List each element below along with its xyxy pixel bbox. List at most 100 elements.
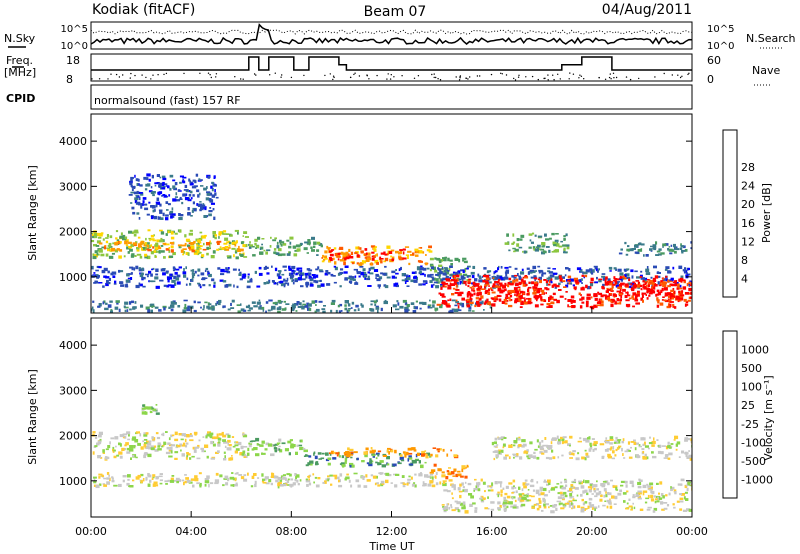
velocity-cell	[459, 502, 464, 506]
velocity-cell	[560, 436, 563, 440]
power-cell	[496, 274, 499, 278]
power-cell	[639, 283, 641, 286]
power-cell	[218, 248, 223, 251]
power-cell	[162, 185, 166, 189]
power-cell	[622, 288, 626, 292]
velocity-cell	[355, 479, 360, 483]
power-cell	[604, 295, 608, 299]
velocity-cell	[429, 473, 434, 476]
velocity-cell	[633, 506, 636, 510]
velocity-cell	[646, 508, 651, 511]
velocity-cell	[499, 449, 504, 453]
power-cell	[600, 300, 604, 304]
power-cell	[605, 295, 610, 297]
velocity-cell	[372, 455, 375, 458]
velocity-cell	[297, 483, 300, 486]
y-tick-label: 2000	[59, 226, 87, 239]
velocity-cell	[210, 457, 215, 460]
power-cell	[640, 270, 643, 273]
velocity-cell	[407, 458, 410, 462]
power-cell	[570, 299, 574, 303]
velocity-cell	[155, 412, 160, 415]
velocity-cell	[582, 437, 588, 442]
velocity-cell	[315, 462, 318, 466]
velocity-cell	[450, 449, 452, 452]
velocity-cell	[361, 460, 365, 463]
power-cell	[440, 286, 443, 290]
velocity-cell	[290, 478, 294, 481]
power-cell	[457, 270, 461, 274]
power-cell	[231, 242, 234, 245]
velocity-cell	[621, 447, 623, 452]
power-cell	[506, 233, 509, 237]
velocity-cell	[176, 480, 179, 484]
power-cell	[158, 245, 160, 248]
y-tick-label: 1000	[59, 271, 87, 284]
velocity-cell	[648, 442, 653, 445]
power-cell	[191, 209, 194, 213]
power-cell	[519, 306, 523, 308]
power-cell	[597, 291, 600, 294]
velocity-cell	[154, 449, 159, 452]
velocity-cell	[394, 484, 398, 488]
velocity-cell	[298, 444, 303, 447]
power-cell	[657, 281, 660, 285]
power-cell	[435, 285, 439, 289]
velocity-cell	[435, 471, 438, 475]
power-cell	[407, 255, 409, 259]
power-cell	[647, 282, 652, 285]
power-cell	[434, 269, 438, 273]
power-cell	[141, 248, 143, 250]
power-cell	[130, 277, 133, 280]
power-cell	[631, 248, 636, 250]
velocity-cell	[543, 480, 548, 483]
x-tick-label: 00:00	[75, 525, 107, 538]
power-cell	[189, 229, 193, 232]
velocity-cell	[579, 437, 582, 440]
velocity-cell	[607, 500, 612, 504]
power-cell	[315, 304, 317, 306]
velocity-cell	[589, 484, 593, 486]
power-cell	[198, 247, 202, 250]
power-cell	[497, 285, 502, 289]
power-cell	[625, 273, 630, 277]
nave-point	[368, 78, 370, 80]
velocity-cell	[667, 457, 671, 460]
power-cell	[455, 289, 460, 291]
power-cell	[360, 303, 363, 306]
power-cell	[420, 247, 422, 249]
velocity-cell	[435, 454, 439, 458]
velocity-cell	[615, 436, 618, 440]
power-cell	[656, 271, 660, 274]
power-cell	[441, 266, 444, 270]
velocity-cell	[348, 451, 354, 454]
power-cell	[280, 244, 283, 247]
power-cell	[305, 275, 308, 279]
velocity-cell	[105, 448, 109, 451]
power-cell	[484, 286, 486, 289]
power-cell	[142, 197, 147, 200]
velocity-cell	[633, 441, 637, 445]
power-cell	[524, 276, 529, 279]
power-cell	[197, 239, 201, 243]
velocity-cell	[477, 488, 481, 492]
nave-point	[578, 77, 580, 79]
power-cell	[581, 296, 585, 300]
power-cell	[166, 195, 168, 198]
velocity-cell	[514, 455, 519, 458]
power-cell	[550, 301, 555, 305]
colorbar-tick-label: 1000	[741, 344, 769, 357]
power-cell	[554, 239, 559, 242]
power-cell	[558, 289, 562, 291]
velocity-cell	[234, 477, 237, 482]
velocity-cell	[111, 479, 115, 483]
power-cell	[201, 278, 205, 280]
power-cell	[637, 290, 640, 294]
power-cell	[568, 268, 571, 272]
power-cell	[497, 280, 500, 283]
power-cell	[277, 299, 282, 303]
velocity-cell	[670, 488, 673, 492]
power-cell	[476, 292, 481, 296]
power-cell	[514, 274, 518, 277]
power-cell	[104, 307, 109, 311]
